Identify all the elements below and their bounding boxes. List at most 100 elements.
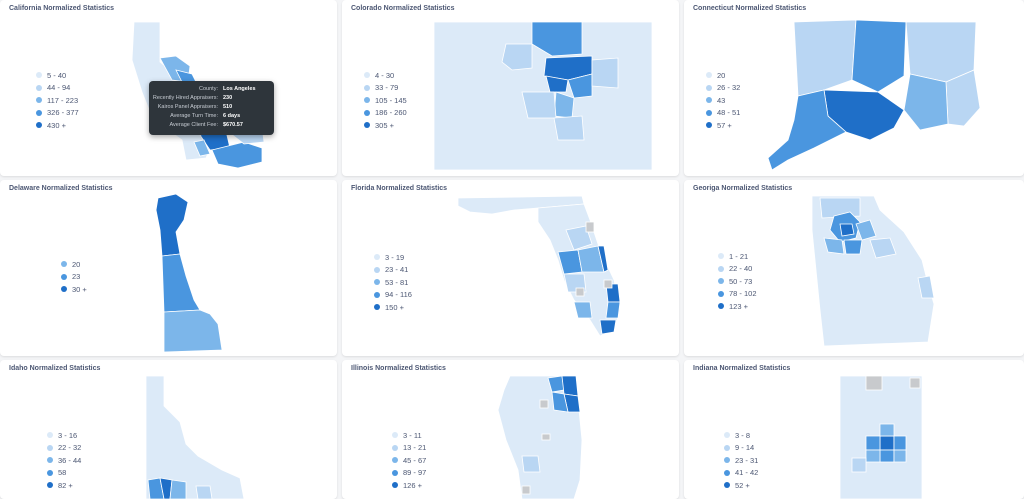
legend-dot — [47, 482, 53, 489]
legend-item[interactable]: 126 + — [392, 479, 426, 492]
legend-item[interactable]: 23 - 31 — [724, 454, 758, 467]
indiana-map[interactable] — [684, 360, 1024, 499]
tooltip-row: Kairos Panel Appraisers: 510 — [149, 104, 274, 112]
legend-label: 1 - 21 — [729, 251, 749, 261]
idaho-map[interactable] — [0, 360, 337, 499]
legend-dot — [364, 97, 370, 104]
legend-dot — [718, 253, 724, 260]
legend-label: 43 — [717, 95, 726, 105]
card-title: Colorado Normalized Statistics — [351, 5, 455, 12]
legend-item[interactable]: 9 - 14 — [724, 442, 758, 455]
legend-item[interactable]: 430 + — [36, 119, 79, 132]
legend-item[interactable]: 58 — [47, 467, 81, 480]
connecticut-map[interactable] — [684, 0, 1024, 176]
legend-item[interactable]: 30 + — [61, 283, 87, 296]
legend-dot — [724, 444, 730, 451]
legend-dot — [724, 457, 730, 464]
map-legend: 20 23 30 + — [61, 258, 87, 296]
legend-dot — [47, 432, 53, 439]
legend-label: 9 - 14 — [735, 443, 755, 453]
map-legend: 3 - 8 9 - 14 23 - 31 41 - 42 52 + — [724, 429, 758, 492]
legend-item[interactable]: 33 - 79 — [364, 82, 407, 95]
legend-dot — [706, 84, 712, 91]
georgia-card: Georiga Normalized Statistics 1 - 21 22 … — [684, 180, 1024, 356]
idaho-card: Idaho Normalized Statistics 3 - 16 22 - … — [0, 360, 337, 499]
florida-map[interactable] — [342, 180, 679, 356]
legend-dot — [36, 72, 42, 79]
legend-label: 123 + — [729, 301, 748, 311]
legend-item[interactable]: 53 - 81 — [374, 276, 412, 289]
legend-label: 23 - 41 — [385, 265, 409, 275]
delaware-card: Delaware Normalized Statistics 20 23 30 … — [0, 180, 337, 356]
legend-dot — [61, 261, 67, 268]
card-title: Delaware Normalized Statistics — [9, 185, 113, 192]
legend-item[interactable]: 3 - 11 — [392, 429, 426, 442]
georgia-map[interactable] — [684, 180, 1024, 356]
card-title: Florida Normalized Statistics — [351, 185, 448, 192]
legend-item[interactable]: 186 - 260 — [364, 107, 407, 120]
legend-item[interactable]: 22 - 32 — [47, 442, 81, 455]
legend-item[interactable]: 20 — [61, 258, 87, 271]
card-title: Connecticut Normalized Statistics — [693, 5, 807, 12]
tooltip-row: County: Los Angeles — [149, 86, 274, 94]
legend-item[interactable]: 13 - 21 — [392, 442, 426, 455]
legend-item[interactable]: 1 - 21 — [718, 250, 757, 263]
legend-item[interactable]: 36 - 44 — [47, 454, 81, 467]
legend-item[interactable]: 45 - 67 — [392, 454, 426, 467]
illinois-map[interactable] — [342, 360, 679, 499]
legend-item[interactable]: 23 - 41 — [374, 264, 412, 277]
legend-item[interactable]: 89 - 97 — [392, 467, 426, 480]
legend-item[interactable]: 43 — [706, 94, 740, 107]
legend-item[interactable]: 123 + — [718, 300, 757, 313]
county-tooltip: County: Los Angeles Recently Hired Apprai… — [149, 81, 274, 135]
legend-item[interactable]: 3 - 19 — [374, 251, 412, 264]
legend-item[interactable]: 3 - 16 — [47, 429, 81, 442]
legend-label: 36 - 44 — [58, 455, 82, 465]
legend-item[interactable]: 52 + — [724, 479, 758, 492]
legend-item[interactable]: 48 - 51 — [706, 107, 740, 120]
legend-item[interactable]: 5 - 40 — [36, 69, 79, 82]
legend-item[interactable]: 4 - 30 — [364, 69, 407, 82]
legend-dot — [706, 122, 712, 129]
legend-dot — [392, 482, 398, 489]
legend-item[interactable]: 23 — [61, 271, 87, 284]
legend-item[interactable]: 20 — [706, 69, 740, 82]
tooltip-key: County: — [199, 86, 218, 92]
legend-dot — [36, 97, 42, 104]
legend-label: 5 - 40 — [47, 70, 67, 80]
map-legend: 1 - 21 22 - 40 50 - 73 78 - 102 123 + — [718, 250, 757, 313]
tooltip-key: Average Turn Time: — [170, 113, 218, 119]
map-legend: 20 26 - 32 43 48 - 51 57 + — [706, 69, 740, 132]
legend-item[interactable]: 3 - 8 — [724, 429, 758, 442]
legend-label: 305 + — [375, 120, 394, 130]
legend-item[interactable]: 57 + — [706, 119, 740, 132]
legend-dot — [364, 109, 370, 116]
legend-item[interactable]: 105 - 145 — [364, 94, 407, 107]
tooltip-value: 230 — [223, 95, 233, 101]
tooltip-value: 510 — [223, 104, 233, 110]
delaware-map[interactable] — [0, 180, 337, 356]
legend-item[interactable]: 82 + — [47, 479, 81, 492]
legend-item[interactable]: 326 - 377 — [36, 107, 79, 120]
legend-dot — [36, 122, 42, 129]
map-legend: 5 - 40 44 - 94 117 - 223 326 - 377 430 + — [36, 69, 79, 132]
legend-item[interactable]: 94 - 116 — [374, 289, 412, 302]
legend-label: 23 — [72, 272, 81, 282]
legend-label: 78 - 102 — [729, 289, 757, 299]
legend-dot — [36, 109, 42, 116]
legend-item[interactable]: 22 - 40 — [718, 263, 757, 276]
legend-item[interactable]: 117 - 223 — [36, 94, 79, 107]
legend-dot — [364, 122, 370, 129]
legend-item[interactable]: 305 + — [364, 119, 407, 132]
legend-item[interactable]: 78 - 102 — [718, 288, 757, 301]
legend-label: 45 - 67 — [403, 455, 427, 465]
legend-label: 186 - 260 — [375, 108, 407, 118]
legend-item[interactable]: 44 - 94 — [36, 82, 79, 95]
legend-item[interactable]: 41 - 42 — [724, 467, 758, 480]
legend-item[interactable]: 26 - 32 — [706, 82, 740, 95]
colorado-map[interactable] — [342, 0, 679, 176]
tooltip-key: Recently Hired Appraisers: — [152, 95, 218, 101]
legend-item[interactable]: 150 + — [374, 301, 412, 314]
legend-item[interactable]: 50 - 73 — [718, 275, 757, 288]
card-title: California Normalized Statistics — [9, 5, 115, 12]
